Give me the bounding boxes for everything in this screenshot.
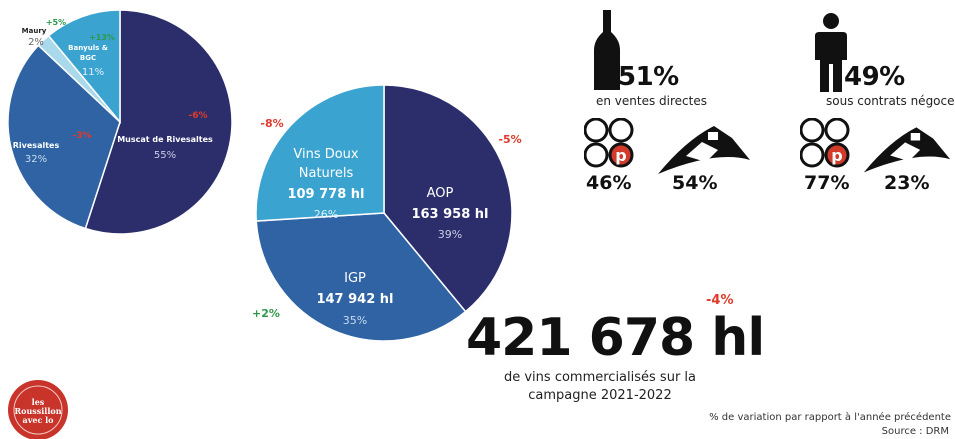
slice-label-vdn-2: Naturels — [299, 166, 354, 181]
slice-volume-igp: 147 942 hl — [316, 292, 393, 307]
slice-label-bgc: BGC — [80, 54, 96, 62]
slice-percent-vdn: 26% — [314, 208, 338, 221]
cooperative-logo-icon: p — [800, 118, 850, 168]
slice-variation-muscat: -6% — [188, 111, 207, 121]
direct-sales-label: en ventes directes — [596, 94, 707, 108]
slice-percent-muscat: 55% — [154, 150, 176, 161]
slice-percent-igp: 35% — [343, 314, 367, 327]
pie-slice-igp — [255, 212, 467, 342]
slice-volume-aop: 163 958 hl — [411, 207, 488, 222]
slice-label-vdn: Vins Doux — [293, 147, 359, 162]
slice-percent-maury: 2% — [28, 37, 44, 48]
slice-percent-rivesaltes: 32% — [25, 154, 47, 165]
wine-estate-icon — [658, 126, 750, 175]
negoce-estate-percent: 23% — [884, 172, 930, 194]
total-subtitle-line2: campagne 2021-2022 — [528, 388, 672, 403]
total-variation: -4% — [706, 293, 734, 308]
person-icon — [815, 13, 847, 92]
slice-variation-banyuls: +13% — [89, 33, 115, 42]
slice-label-igp: IGP — [344, 271, 366, 286]
slice-label-muscat: Muscat de Rivesaltes — [117, 135, 213, 144]
slice-percent-banyuls: 11% — [82, 67, 104, 78]
pie-slice-vins-doux-naturels — [255, 85, 385, 222]
pie-slice-muscat-de-rivesaltes — [84, 9, 233, 235]
vdn-pie-chart: Muscat de Rivesaltes 55% -6% Rivesaltes 32% -… — [7, 9, 233, 235]
svg-text:p: p — [831, 146, 842, 165]
svg-text:p: p — [615, 146, 626, 165]
slice-variation-rivesaltes: -3% — [72, 131, 91, 141]
slice-variation-vdn: -8% — [260, 117, 283, 130]
brand-logo-text: les Roussillon avec lo — [14, 397, 62, 425]
slice-label-aop: AOP — [427, 186, 454, 201]
slice-variation-maury: +5% — [46, 18, 66, 27]
slice-label-maury: Maury — [22, 27, 47, 35]
wine-bottle-icon — [594, 10, 620, 90]
slice-label-banyuls: Banyuls & — [68, 44, 108, 52]
slice-percent-aop: 39% — [438, 228, 462, 241]
pie-slice-banyuls-bgc — [47, 9, 121, 125]
total-volume: 421 678 hl — [466, 308, 765, 368]
category-pie-chart: AOP 163 958 hl 39% -5% IGP 147 942 hl 35% +2% Vi… — [252, 85, 522, 342]
pie-slice-rivesaltes — [7, 44, 121, 230]
variation-note: % de variation par rapport à l'année pré… — [709, 412, 951, 423]
source-label: Source : DRM — [881, 426, 949, 437]
direct-coop-percent: 46% — [586, 172, 632, 194]
slice-variation-aop: -5% — [498, 133, 521, 146]
slice-label-rivesaltes: Rivesaltes — [13, 141, 60, 150]
wine-estate-icon — [863, 127, 951, 174]
slice-volume-vdn: 109 778 hl — [287, 187, 364, 202]
direct-estate-percent: 54% — [672, 172, 718, 194]
direct-sales-percent: 51% — [618, 62, 679, 92]
cooperative-logo-icon: p — [584, 118, 634, 168]
negoce-label: sous contrats négoce — [826, 94, 955, 108]
negoce-percent: 49% — [844, 62, 905, 92]
slice-variation-igp: +2% — [252, 307, 280, 320]
negoce-coop-percent: 77% — [804, 172, 850, 194]
brand-logo — [8, 380, 68, 439]
pie-slice-aop — [383, 85, 513, 313]
total-subtitle-line1: de vins commercialisés sur la — [503, 370, 696, 385]
